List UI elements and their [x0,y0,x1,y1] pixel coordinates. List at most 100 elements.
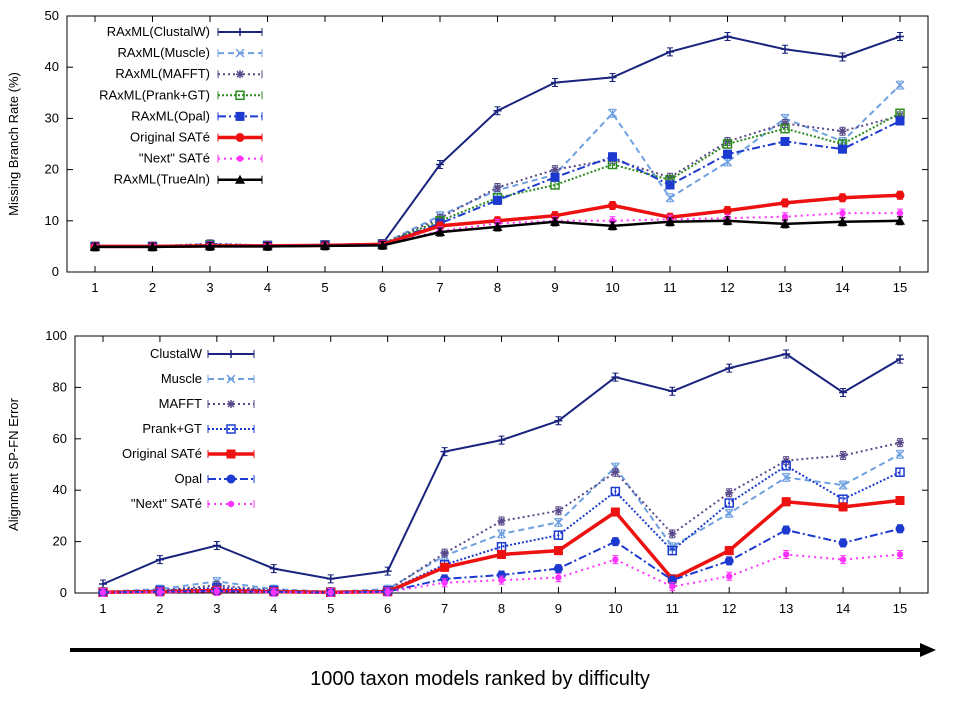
data-point [554,416,563,425]
data-point [384,588,391,596]
data-point [782,349,791,358]
data-point [553,517,563,527]
y-tick-label: 30 [45,110,59,125]
legend-marker [236,28,244,36]
series-line [95,35,901,248]
data-point [440,549,449,558]
data-point [440,562,450,572]
series-line [95,212,900,248]
data-point [781,119,789,128]
data-point [780,198,790,208]
data-point [781,472,791,482]
data-point [608,152,617,162]
data-point [612,556,619,563]
data-point [895,467,905,477]
data-point [838,538,848,548]
data-point [895,190,905,200]
data-point [665,193,675,203]
x-tick-label: 8 [494,280,501,295]
data-point [838,144,847,154]
x-tick-label: 7 [436,280,443,295]
data-point [838,480,848,490]
data-point [383,567,392,576]
data-point [725,488,734,497]
x-tick-label: 5 [321,280,328,295]
y-axis-label: Missing Branch Rate (%) [6,72,21,216]
legend-label: ClustalW [150,346,203,361]
legend-marker [235,48,245,58]
data-point [441,579,448,586]
legend-marker [235,133,245,142]
data-point [320,240,330,250]
difficulty-arrow [70,643,936,657]
x-tick-label: 9 [551,280,558,295]
data-point [327,589,334,596]
legend-label: "Next" SATé [131,496,202,511]
data-point [895,495,905,505]
data-point [99,580,107,589]
x-tick-label: 1 [91,280,98,295]
series-line [102,553,901,594]
data-point [781,525,791,535]
x-tick-label: 3 [206,280,213,295]
y-tick-label: 0 [52,264,59,279]
legend-marker [227,350,235,358]
data-point [725,364,734,373]
data-point [838,52,847,61]
x-tick-label: 13 [778,280,792,295]
y-tick-label: 60 [53,431,67,446]
data-point [839,451,848,460]
data-point [611,468,620,477]
x-tick-label: 10 [605,280,619,295]
data-point [723,32,732,41]
x-tick-label: 8 [498,601,505,616]
data-point [212,541,221,550]
data-point [896,32,904,41]
y-tick-label: 80 [53,379,67,394]
data-point [896,209,904,217]
x-tick-label: 9 [555,601,562,616]
data-point [213,588,221,595]
data-point [497,517,506,526]
data-point [724,556,734,566]
data-point [722,157,733,167]
data-point [611,373,620,382]
data-point [326,574,335,583]
legend-label: RAxML(MAFFT) [115,66,210,81]
data-point [781,461,791,471]
data-point [666,47,674,56]
data-point [551,78,559,87]
data-point [668,387,677,396]
x-tick-label: 5 [327,601,334,616]
data-point [610,486,621,497]
data-point [895,524,905,534]
data-point [669,583,676,590]
data-point [895,80,905,90]
data-point [780,136,790,146]
data-point [147,241,158,251]
data-point [895,449,905,459]
legend-marker [226,474,236,484]
x-tick-label: 13 [779,601,793,616]
data-point [498,576,505,584]
legend-label: Muscle [161,371,202,386]
data-point [377,240,388,250]
data-point [895,215,905,225]
data-point [723,149,732,159]
data-point [496,529,507,539]
x-tick-label: 2 [156,601,163,616]
legend-marker [235,174,245,184]
data-point [895,116,905,126]
data-point [440,447,449,456]
legend-label: RAxML(Muscle) [118,45,210,60]
x-tick-label: 11 [663,280,677,295]
data-point [155,555,164,564]
y-axis-label: Alignment SP-FN Error [6,397,21,531]
data-point [838,502,848,512]
x-tick-label: 14 [836,601,850,616]
data-point [553,546,563,556]
data-point [610,507,620,517]
y-tick-label: 100 [45,328,67,343]
y-tick-label: 40 [53,482,67,497]
